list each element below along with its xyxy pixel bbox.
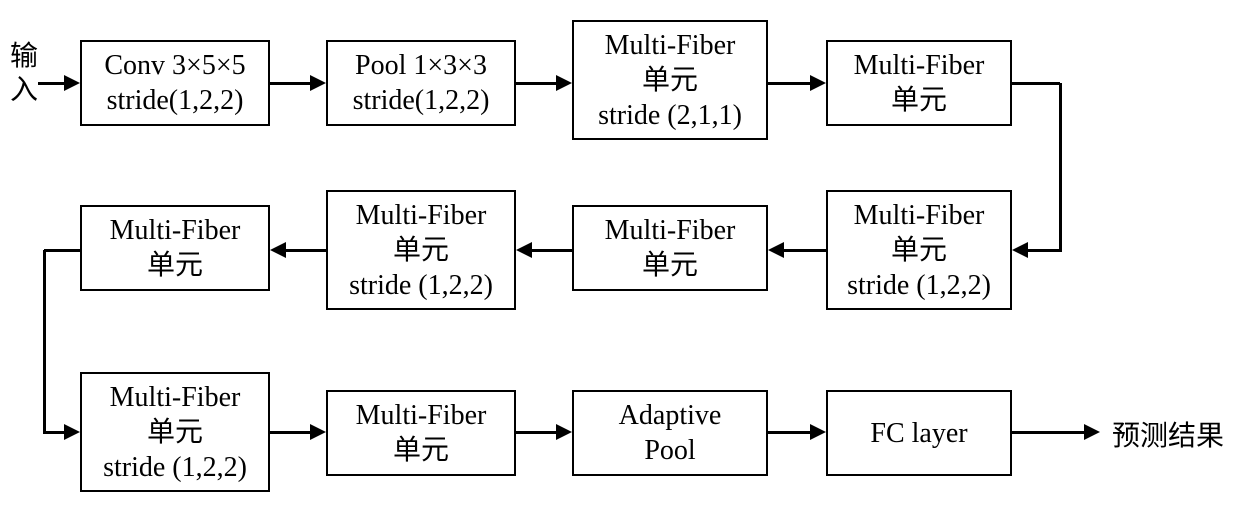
node-mf6: Multi-Fiber单元 bbox=[80, 205, 270, 291]
arrow-head bbox=[310, 75, 326, 91]
node-mf7: Multi-Fiber单元stride (1,2,2) bbox=[80, 372, 270, 492]
arrow-head bbox=[64, 75, 80, 91]
node-apool: AdaptivePool bbox=[572, 390, 768, 476]
arrow-segment bbox=[768, 431, 812, 434]
arrow-head bbox=[1012, 242, 1028, 258]
label-output: 预测结果 bbox=[1112, 420, 1224, 454]
arrow-head bbox=[810, 424, 826, 440]
node-pool: Pool 1×3×3stride(1,2,2) bbox=[326, 40, 516, 126]
arrow-segment bbox=[43, 250, 46, 432]
arrow-head bbox=[556, 75, 572, 91]
arrow-segment bbox=[530, 249, 572, 252]
node-mf8: Multi-Fiber单元 bbox=[326, 390, 516, 476]
node-mf1: Multi-Fiber单元stride (2,1,1) bbox=[572, 20, 768, 140]
node-mf2: Multi-Fiber单元 bbox=[826, 40, 1012, 126]
arrow-head bbox=[270, 242, 286, 258]
arrow-head bbox=[1084, 424, 1100, 440]
arrow-head bbox=[810, 75, 826, 91]
arrow-segment bbox=[270, 431, 312, 434]
arrow-segment bbox=[1026, 249, 1062, 252]
arrow-head bbox=[64, 424, 80, 440]
arrow-segment bbox=[1012, 431, 1086, 434]
node-conv: Conv 3×5×5stride(1,2,2) bbox=[80, 40, 270, 126]
arrow-head bbox=[768, 242, 784, 258]
arrow-head bbox=[556, 424, 572, 440]
node-mf3: Multi-Fiber单元stride (1,2,2) bbox=[826, 190, 1012, 310]
arrow-segment bbox=[43, 431, 66, 434]
node-fc: FC layer bbox=[826, 390, 1012, 476]
arrow-segment bbox=[1059, 83, 1062, 250]
arrow-segment bbox=[284, 249, 326, 252]
arrow-head bbox=[516, 242, 532, 258]
arrow-segment bbox=[270, 82, 312, 85]
arrow-segment bbox=[516, 82, 558, 85]
arrow-segment bbox=[38, 82, 66, 85]
arrow-segment bbox=[768, 82, 812, 85]
arrow-segment bbox=[516, 431, 558, 434]
label-input: 输入 bbox=[10, 40, 38, 107]
arrow-segment bbox=[782, 249, 826, 252]
arrow-segment bbox=[1012, 82, 1060, 85]
node-mf4: Multi-Fiber单元 bbox=[572, 205, 768, 291]
node-mf5: Multi-Fiber单元stride (1,2,2) bbox=[326, 190, 516, 310]
arrow-segment bbox=[44, 249, 80, 252]
arrow-head bbox=[310, 424, 326, 440]
